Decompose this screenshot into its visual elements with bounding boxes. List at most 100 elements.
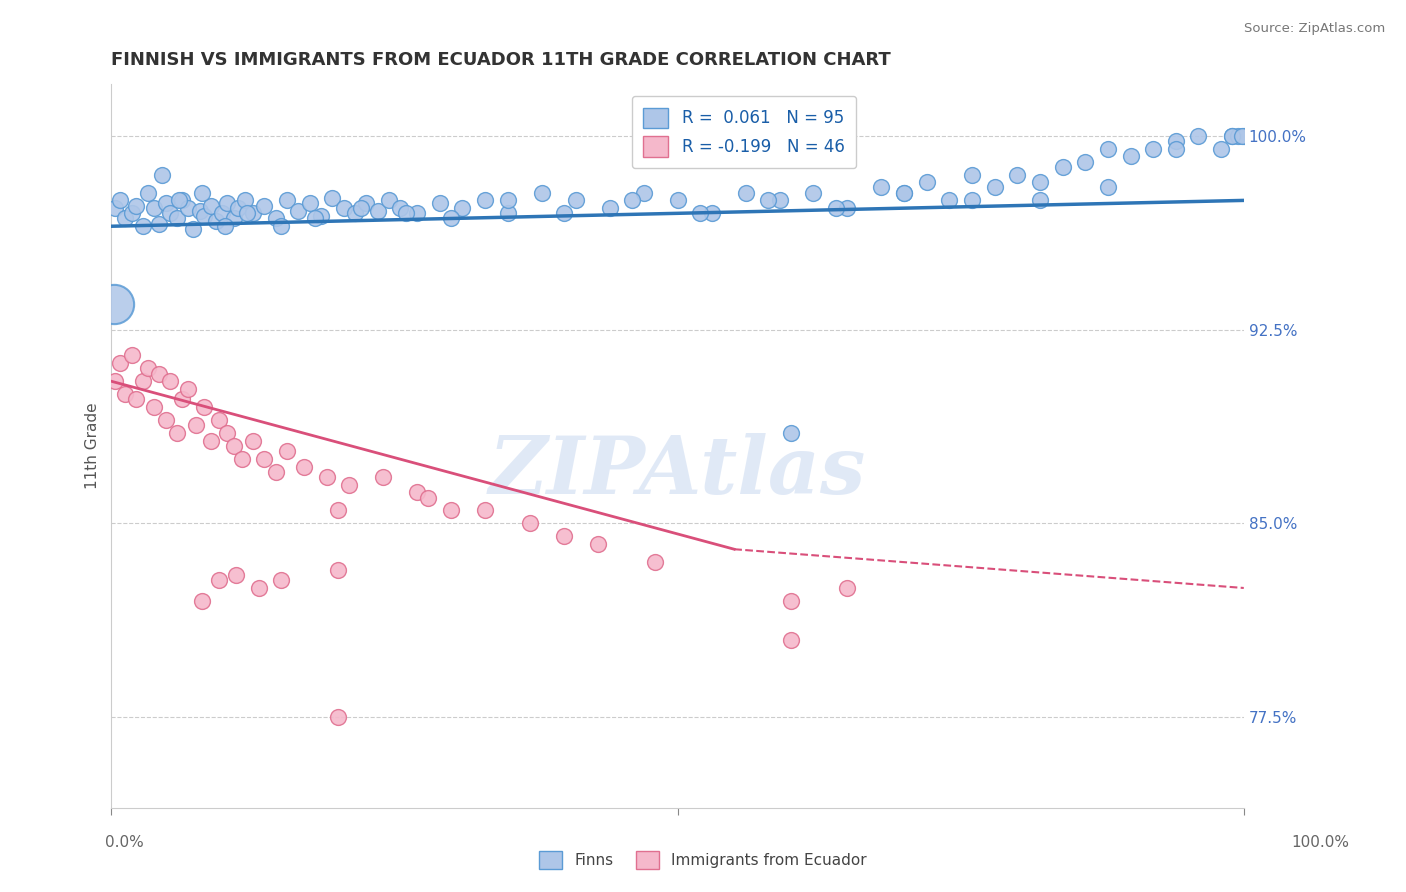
Point (564, 194, 586, 208)
Point (326, 563, 349, 577)
Point (373, 470, 395, 484)
Point (1074, 154, 1097, 169)
Point (588, 537, 610, 551)
Point (166, 425, 188, 440)
Point (768, 194, 790, 208)
Point (315, 470, 337, 484)
Point (1227, 128, 1250, 143)
Point (304, 211, 326, 226)
Text: 100.0%: 100.0% (1292, 836, 1350, 850)
Point (519, 516, 541, 531)
Point (215, 196, 238, 211)
Point (276, 194, 298, 208)
Point (326, 710, 349, 724)
Point (837, 201, 859, 215)
Point (893, 186, 915, 200)
Point (825, 201, 848, 215)
Point (103, 297, 125, 311)
Point (276, 444, 298, 458)
Point (389, 201, 412, 215)
Point (242, 434, 264, 448)
Point (429, 196, 451, 211)
Point (337, 477, 360, 491)
Point (264, 211, 287, 226)
Point (1119, 149, 1142, 163)
Point (233, 194, 256, 208)
Point (225, 568, 247, 582)
Point (1029, 194, 1052, 208)
Point (1211, 142, 1233, 156)
Legend: Finns, Immigrants from Ecuador: Finns, Immigrants from Ecuador (533, 845, 873, 875)
Point (214, 219, 236, 234)
Point (181, 222, 204, 236)
Point (1187, 128, 1209, 143)
Point (191, 186, 214, 200)
Point (496, 194, 519, 208)
Point (700, 206, 723, 220)
Point (621, 194, 644, 208)
Point (222, 439, 245, 453)
Point (166, 211, 188, 226)
Point (170, 194, 193, 208)
Point (960, 194, 983, 208)
Point (530, 186, 553, 200)
Point (915, 175, 938, 189)
Point (756, 194, 779, 208)
Point (343, 206, 366, 220)
Point (1164, 142, 1187, 156)
Text: 0.0%: 0.0% (105, 836, 145, 850)
Point (440, 503, 463, 517)
Point (150, 168, 173, 182)
Point (496, 206, 519, 220)
Point (200, 434, 222, 448)
Point (837, 581, 859, 595)
Point (264, 465, 287, 479)
Point (326, 503, 349, 517)
Point (1029, 175, 1052, 189)
Point (1164, 134, 1187, 148)
Point (208, 573, 231, 587)
Point (121, 206, 143, 220)
Point (253, 198, 276, 212)
Point (349, 201, 371, 215)
Point (734, 186, 756, 200)
Point (177, 382, 200, 396)
Point (136, 361, 159, 376)
Point (599, 201, 621, 215)
Point (121, 348, 143, 362)
Point (938, 194, 960, 208)
Point (110, 356, 132, 370)
Point (247, 581, 270, 595)
Point (200, 198, 222, 212)
Point (159, 206, 181, 220)
Point (893, 186, 915, 200)
Point (378, 194, 401, 208)
Point (1230, 128, 1253, 143)
Point (236, 206, 259, 220)
Point (779, 632, 801, 647)
Point (270, 573, 292, 587)
Point (143, 201, 166, 215)
Point (666, 194, 689, 208)
Point (418, 491, 440, 505)
Text: Source: ZipAtlas.com: Source: ZipAtlas.com (1244, 22, 1385, 36)
Point (177, 201, 200, 215)
Point (170, 392, 193, 407)
Point (1097, 142, 1119, 156)
Point (132, 219, 155, 234)
Point (474, 503, 496, 517)
Point (474, 194, 496, 208)
Point (287, 203, 309, 218)
Point (779, 594, 801, 608)
Point (148, 367, 170, 381)
Point (186, 418, 208, 433)
Point (208, 413, 231, 427)
Point (114, 387, 136, 401)
Point (395, 206, 418, 220)
Point (1007, 168, 1029, 182)
Point (1142, 142, 1164, 156)
Point (451, 201, 474, 215)
Point (104, 201, 127, 215)
Point (270, 219, 292, 234)
Point (406, 485, 429, 500)
